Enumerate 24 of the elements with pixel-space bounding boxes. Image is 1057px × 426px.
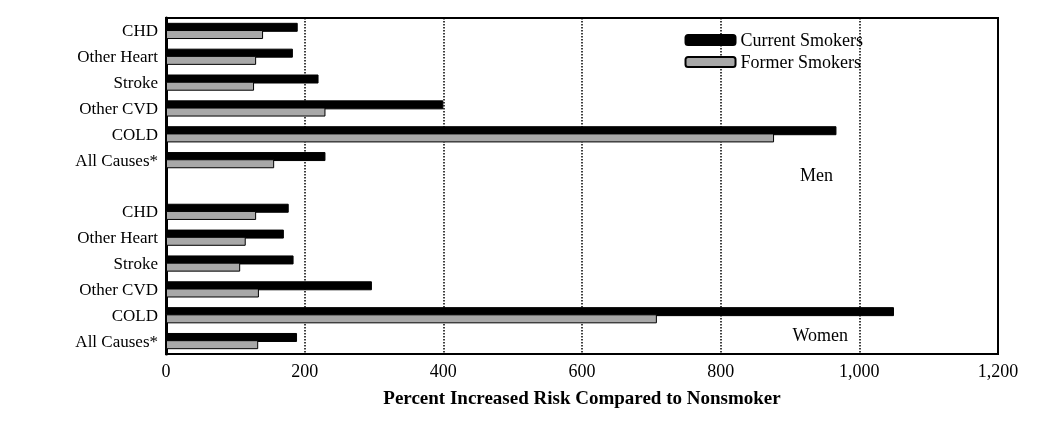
x-tick-label: 600 [568,361,596,381]
x-tick-label: 1,200 [977,361,1019,381]
x-tick-label: 200 [291,361,319,381]
y-tick-label: Stroke [113,254,158,274]
y-tick-label: COLD [111,305,158,325]
y-tick-label: Other CVD [79,98,158,118]
x-tick-label: 400 [429,361,457,381]
x-axis-title: Percent Increased Risk Compared to Nonsmoker [383,387,782,408]
annotation: Men [800,165,834,185]
y-tick-label: All Causes* [75,150,158,170]
y-tick-label: Other Heart [77,47,159,67]
x-tick-label: 1,000 [839,361,880,381]
x-tick-label: 800 [707,361,735,381]
y-tick-label: Other CVD [79,279,158,299]
y-tick-label: COLD [111,124,158,144]
annotation: Women [792,325,849,345]
y-tick-label: Other Heart [77,228,159,248]
y-tick-label: CHD [122,202,158,222]
y-tick-label: CHD [122,21,158,41]
legend-label: Current Smokers [740,30,863,50]
legend-label: Former Smokers [740,52,862,72]
x-tick-label: 0 [161,361,171,381]
y-tick-label: Stroke [113,73,158,93]
y-tick-label: All Causes* [75,331,158,351]
